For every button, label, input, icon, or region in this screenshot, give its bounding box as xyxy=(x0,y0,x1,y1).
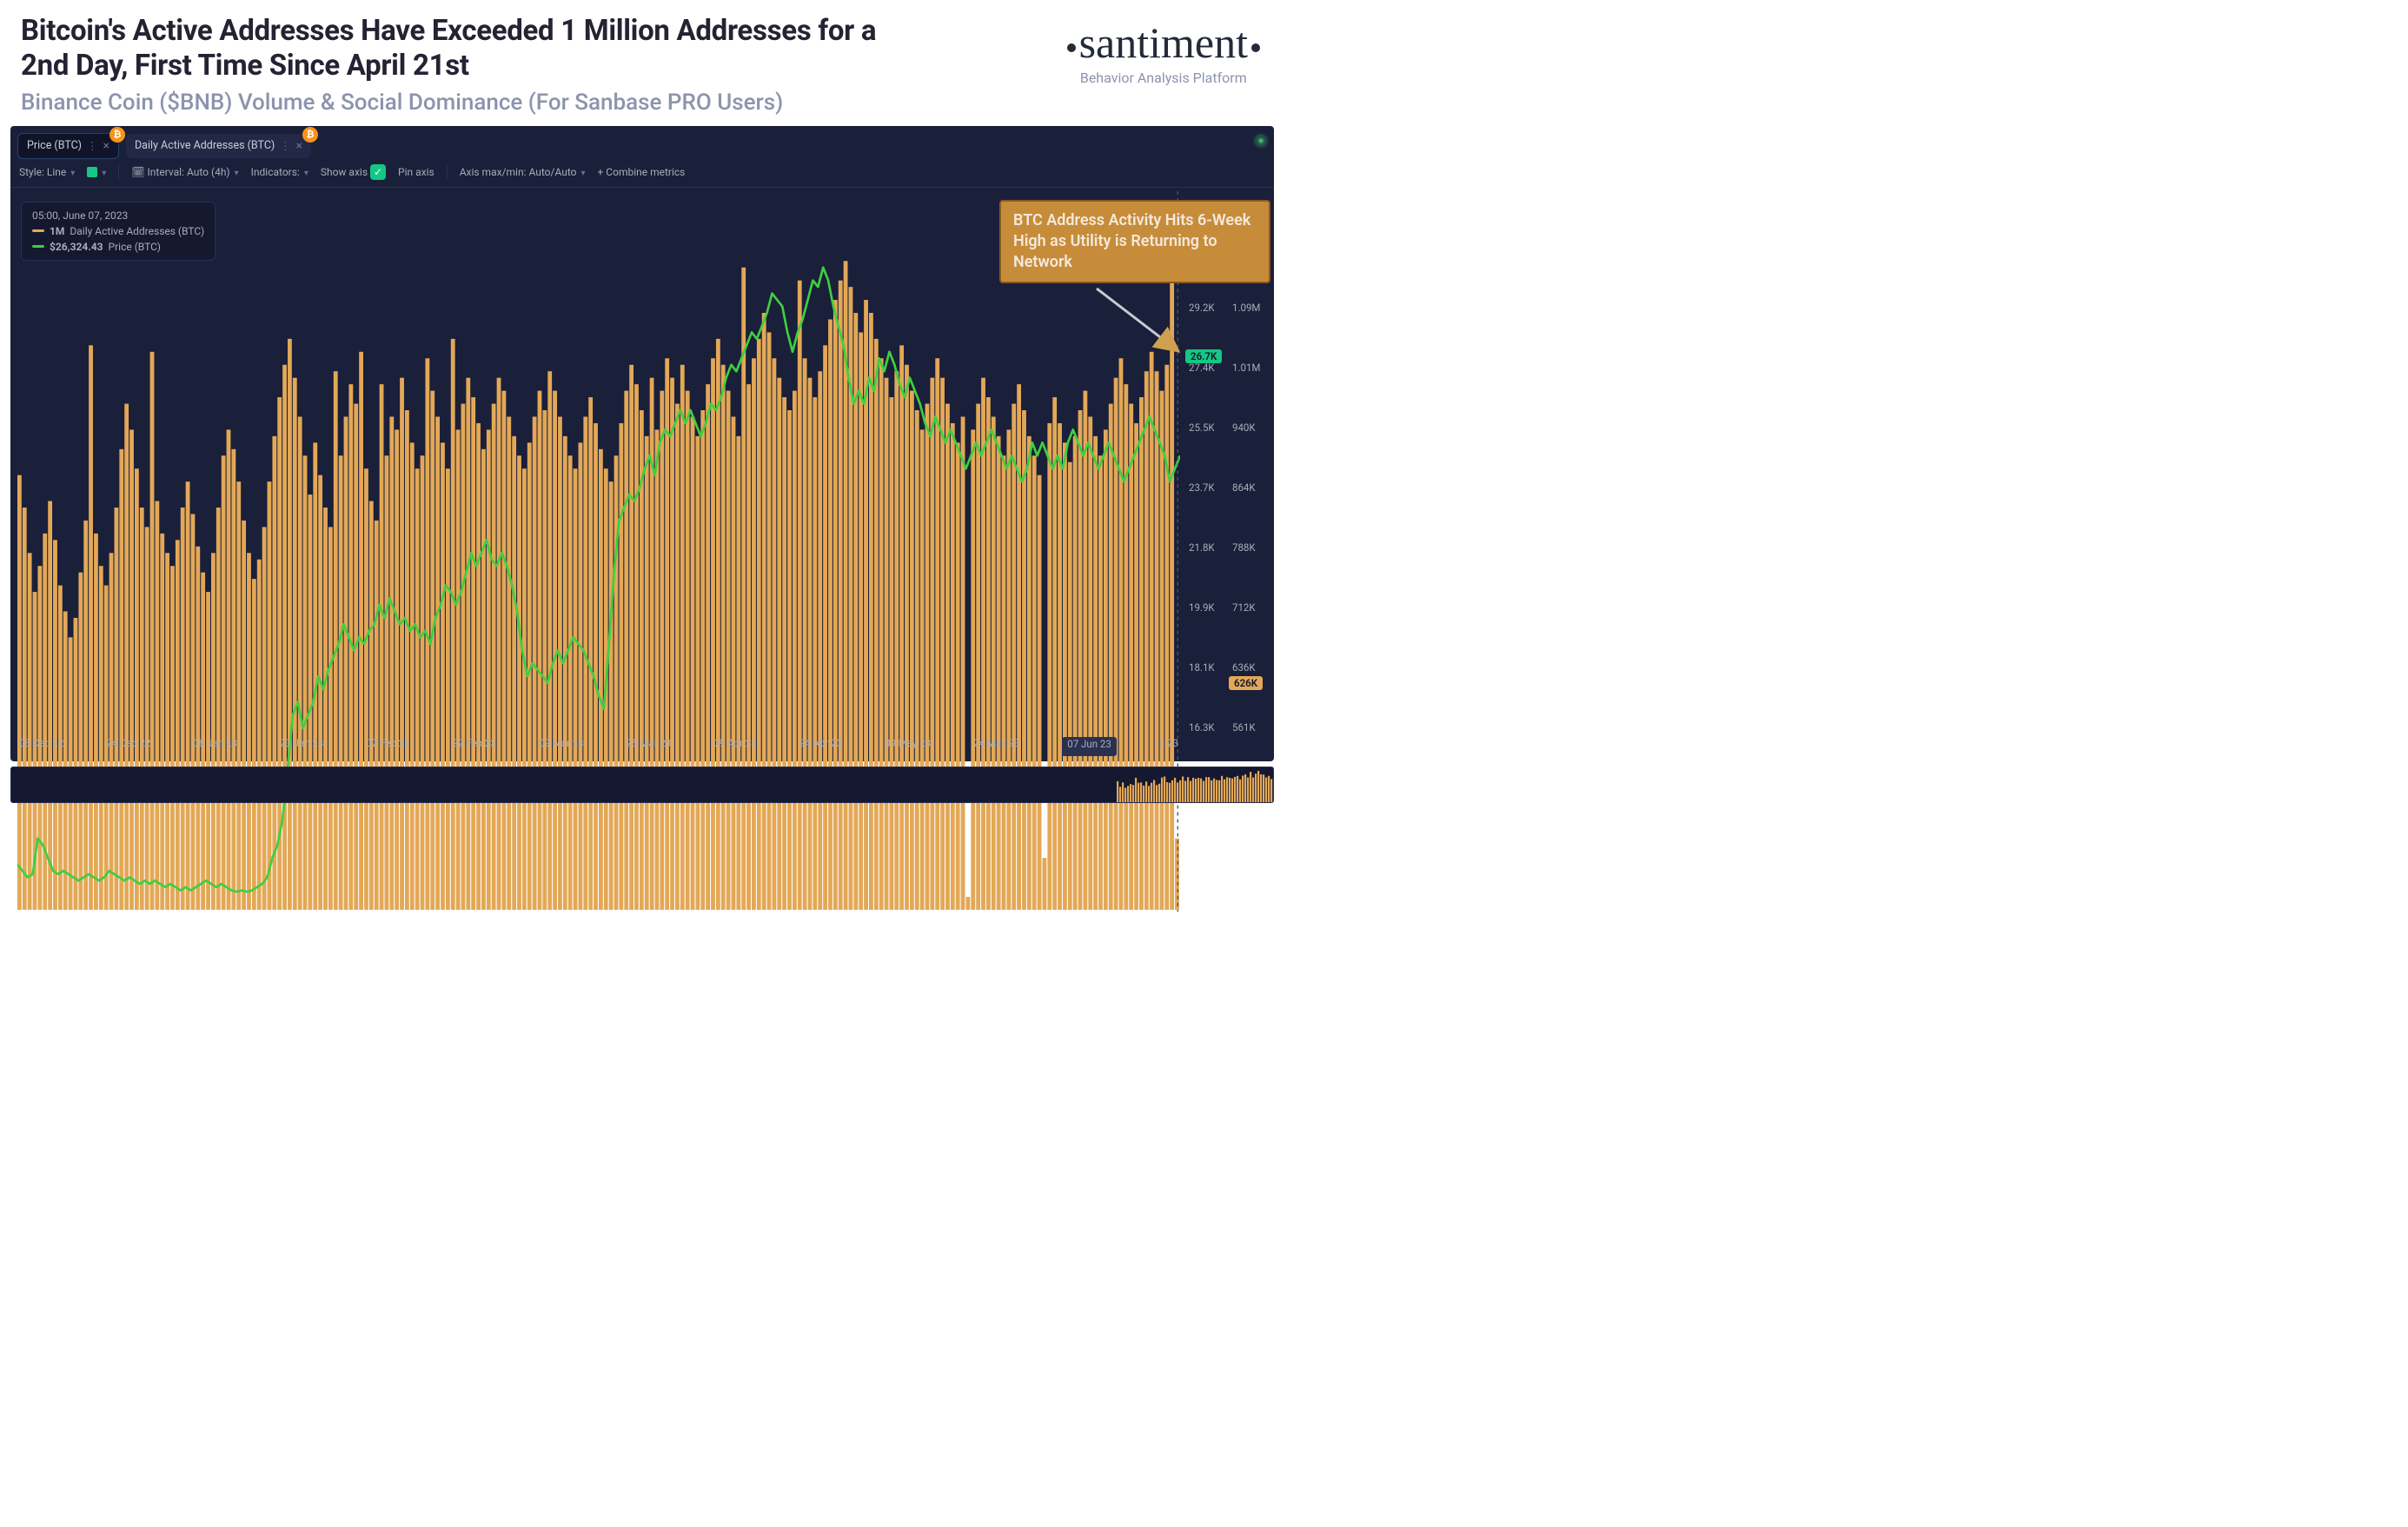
calendar-icon: 🗓 xyxy=(131,166,144,178)
btc-badge-icon: ₿ xyxy=(302,127,318,143)
metric-tabs: Price (BTC) ⋮ × ₿ Daily Active Addresses… xyxy=(10,126,1274,159)
page-title: Bitcoin's Active Addresses Have Exceeded… xyxy=(21,14,907,84)
x-axis-dates: 08 Dec 2224 Dec 2208 Jan 2323 Jan 2307 F… xyxy=(19,737,1178,756)
minimap-scrubber[interactable] xyxy=(10,767,1274,803)
interval-selector[interactable]: 🗓 Interval: Auto (4h) ▾ xyxy=(131,166,238,178)
chevron-down-icon: ▾ xyxy=(235,169,239,178)
tab-label: Price (BTC) xyxy=(27,139,82,152)
chart-plot xyxy=(17,191,1180,913)
axis-minmax-selector[interactable]: Axis max/min: Auto/Auto ▾ xyxy=(460,166,586,178)
kebab-icon[interactable]: ⋮ xyxy=(280,139,291,153)
series-swatch xyxy=(32,229,44,232)
arrow-icon xyxy=(1088,283,1192,362)
chart-area[interactable]: 05:00, June 07, 2023 1M Daily Active Add… xyxy=(10,188,1274,761)
show-axis-toggle[interactable]: Show axis ✓ xyxy=(321,164,386,180)
checkbox-checked-icon: ✓ xyxy=(370,164,386,180)
indicators-selector[interactable]: Indicators: ▾ xyxy=(251,166,308,178)
chevron-down-icon: ▾ xyxy=(102,169,106,178)
tooltip-box: 05:00, June 07, 2023 1M Daily Active Add… xyxy=(21,202,216,261)
tooltip-series-row: 1M Daily Active Addresses (BTC) xyxy=(32,225,204,237)
chevron-down-icon: ▾ xyxy=(70,169,75,178)
chart-panel: Price (BTC) ⋮ × ₿ Daily Active Addresses… xyxy=(10,126,1274,761)
tooltip-timestamp: 05:00, June 07, 2023 xyxy=(32,209,204,222)
btc-badge-icon: ₿ xyxy=(109,127,125,143)
brand-tagline: Behavior Analysis Platform xyxy=(1064,70,1264,86)
color-swatch[interactable] xyxy=(87,167,97,177)
page-header: Bitcoin's Active Addresses Have Exceeded… xyxy=(0,0,1284,123)
close-icon[interactable]: × xyxy=(296,139,302,153)
tab-daily-active-addresses[interactable]: Daily Active Addresses (BTC) ⋮ × ₿ xyxy=(126,134,311,158)
brand-block: santiment Behavior Analysis Platform xyxy=(1064,17,1264,86)
pin-axis-toggle[interactable]: Pin axis xyxy=(398,166,435,178)
chevron-down-icon: ▾ xyxy=(304,169,308,178)
callout-annotation: BTC Address Activity Hits 6-Week High as… xyxy=(999,200,1270,284)
live-indicator xyxy=(1257,136,1265,145)
chart-toolbar: Style: Line ▾ ▾ 🗓 Interval: Auto (4h) ▾ … xyxy=(10,159,1274,188)
style-selector[interactable]: Style: Line ▾ xyxy=(19,166,75,178)
page-subtitle: Binance Coin ($BNB) Volume & Social Domi… xyxy=(21,90,907,116)
tab-price-btc[interactable]: Price (BTC) ⋮ × ₿ xyxy=(17,133,119,159)
brand-logo: santiment xyxy=(1064,17,1264,68)
tab-label: Daily Active Addresses (BTC) xyxy=(135,139,275,152)
series-swatch xyxy=(32,245,44,248)
close-icon[interactable]: × xyxy=(103,139,109,153)
chevron-down-icon: ▾ xyxy=(580,169,585,178)
kebab-icon[interactable]: ⋮ xyxy=(87,139,98,153)
tooltip-series-row: $26,324.43 Price (BTC) xyxy=(32,241,204,253)
combine-metrics-button[interactable]: + Combine metrics xyxy=(598,166,686,178)
